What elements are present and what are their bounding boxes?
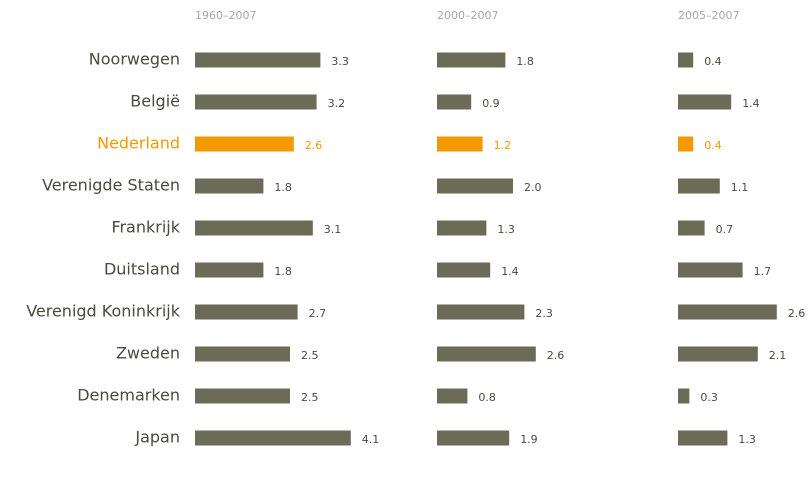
panel-title: 2000–2007 <box>437 9 499 22</box>
value-label: 1.3 <box>497 223 515 236</box>
bar <box>678 388 690 404</box>
value-label: 0.8 <box>478 391 496 404</box>
bar <box>678 52 694 68</box>
bar <box>678 136 694 152</box>
value-label: 1.1 <box>731 181 749 194</box>
bar <box>195 220 313 236</box>
bar <box>195 430 351 446</box>
value-label: 2.6 <box>305 139 323 152</box>
bar <box>437 136 483 152</box>
category-label: Nederland <box>97 134 180 153</box>
value-label: 0.4 <box>704 139 722 152</box>
value-label: 1.7 <box>754 265 772 278</box>
value-label: 1.4 <box>501 265 519 278</box>
panel-title: 2005–2007 <box>678 9 740 22</box>
bar <box>437 94 472 110</box>
panel-title: 1960–2007 <box>195 9 257 22</box>
value-label: 1.8 <box>516 55 534 68</box>
value-label: 1.8 <box>274 265 292 278</box>
category-label: Noorwegen <box>89 50 180 69</box>
value-label: 1.2 <box>494 139 512 152</box>
value-label: 2.6 <box>788 307 806 320</box>
value-label: 0.4 <box>704 55 722 68</box>
bar <box>437 346 536 362</box>
bar <box>437 52 506 68</box>
value-label: 1.8 <box>274 181 292 194</box>
bar <box>678 346 758 362</box>
bar <box>195 94 317 110</box>
value-label: 2.3 <box>535 307 553 320</box>
bar <box>195 262 264 278</box>
bar <box>678 304 777 320</box>
bar <box>195 346 290 362</box>
bar <box>437 178 513 194</box>
value-label: 1.4 <box>742 97 760 110</box>
category-label: Frankrijk <box>111 218 180 237</box>
bar <box>678 262 743 278</box>
bar <box>195 136 294 152</box>
value-label: 0.7 <box>716 223 734 236</box>
bar <box>437 262 491 278</box>
value-label: 2.0 <box>524 181 542 194</box>
category-label: Zweden <box>116 344 180 363</box>
value-label: 3.2 <box>328 97 346 110</box>
category-label: Denemarken <box>77 386 180 405</box>
value-label: 0.9 <box>482 97 500 110</box>
bar <box>195 388 290 404</box>
value-label: 1.9 <box>520 433 538 446</box>
value-label: 2.6 <box>547 349 565 362</box>
bar <box>437 220 487 236</box>
bar <box>195 178 264 194</box>
value-label: 2.1 <box>769 349 787 362</box>
value-label: 1.3 <box>738 433 756 446</box>
category-label: Japan <box>134 428 180 447</box>
value-label: 3.3 <box>331 55 349 68</box>
value-label: 3.1 <box>324 223 342 236</box>
bar <box>678 220 705 236</box>
bar <box>678 94 732 110</box>
bar <box>678 430 728 446</box>
value-label: 4.1 <box>362 433 380 446</box>
value-label: 2.7 <box>309 307 327 320</box>
value-label: 0.3 <box>700 391 718 404</box>
value-label: 2.5 <box>301 349 319 362</box>
bar <box>437 388 468 404</box>
category-label: Verenigde Staten <box>42 176 180 195</box>
bar <box>437 430 510 446</box>
category-label: België <box>130 92 180 111</box>
value-label: 2.5 <box>301 391 319 404</box>
category-label: Verenigd Koninkrijk <box>26 302 181 321</box>
bar <box>195 304 298 320</box>
category-label: Duitsland <box>104 260 180 279</box>
bar <box>195 52 321 68</box>
bar <box>437 304 525 320</box>
bar <box>678 178 720 194</box>
